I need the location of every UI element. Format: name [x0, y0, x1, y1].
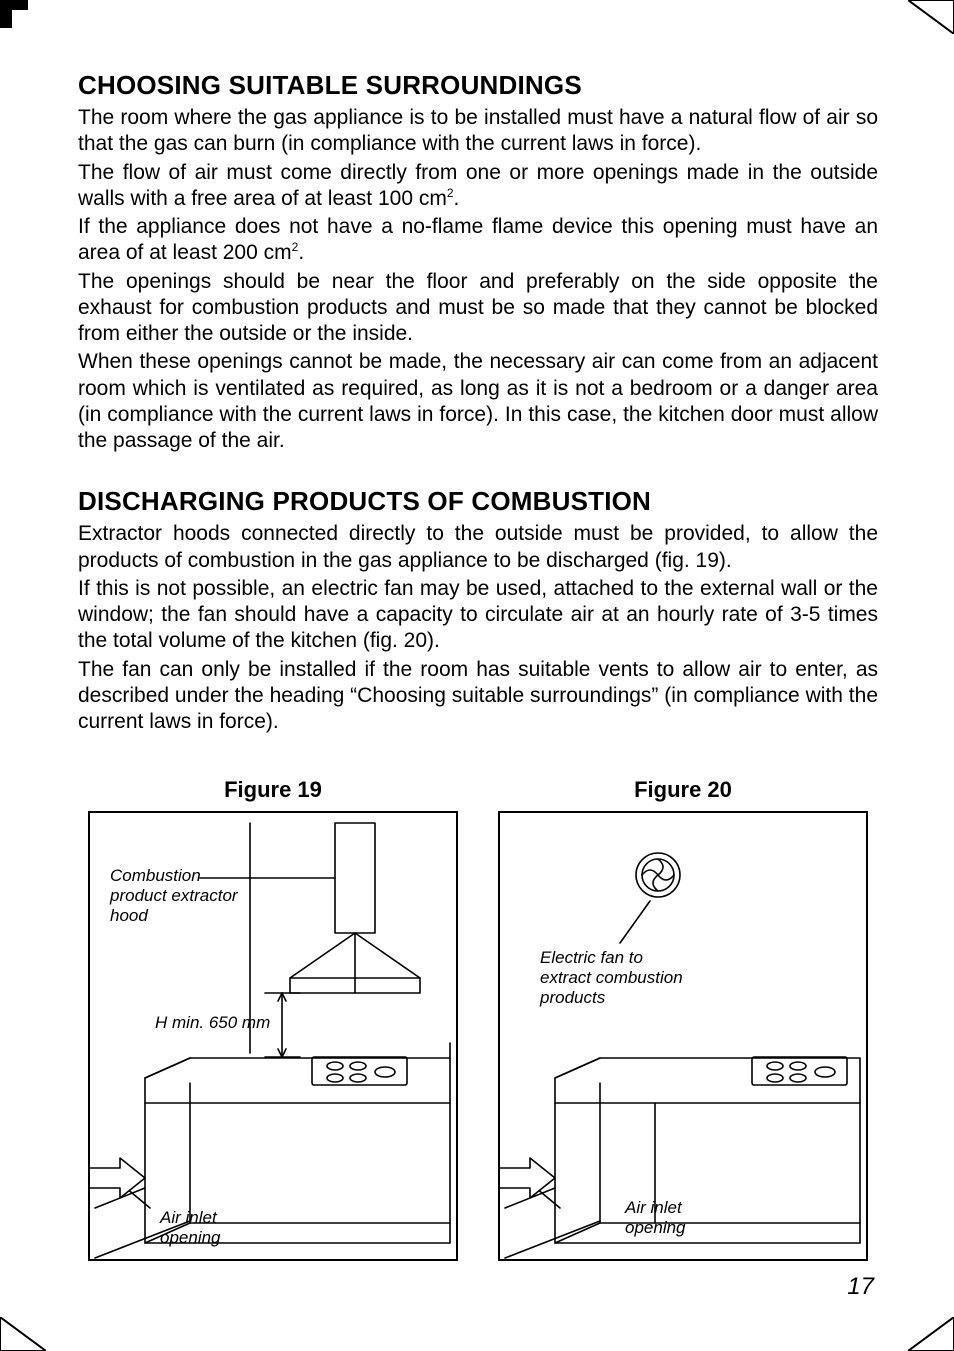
para-s1-4: The openings should be near the floor an… [78, 269, 878, 348]
para-s2-1: Extractor hoods connected directly to th… [78, 521, 878, 574]
para-s1-5: When these openings cannot be made, the … [78, 349, 878, 454]
heading-discharging: DISCHARGING PRODUCTS OF COMBUSTION [78, 486, 878, 517]
page-number: 17 [847, 1273, 874, 1301]
figure-19-svg: Combustion product extractor hood H min.… [90, 813, 460, 1263]
crop-mark-br [908, 1317, 954, 1351]
fig20-label-fan-l1: Electric fan to [540, 948, 643, 967]
para-s1-2a: The flow of air must come directly from … [78, 161, 878, 210]
fig19-label-hood-l2: product extractor [109, 886, 239, 905]
para-s2-3: The fan can only be installed if the roo… [78, 657, 878, 736]
figure-19-title: Figure 19 [78, 777, 468, 803]
para-s1-3: If the appliance does not have a no-flam… [78, 214, 878, 267]
figure-20-box: Electric fan to extract combustion produ… [498, 811, 868, 1261]
fig19-label-inlet-l1: Air inlet [159, 1208, 218, 1227]
fig20-label-inlet-l1: Air inlet [624, 1198, 683, 1217]
crop-mark-tr [908, 0, 954, 34]
crop-mark-tl [0, 0, 40, 30]
para-s1-2: The flow of air must come directly from … [78, 160, 878, 213]
figure-row: Figure 19 [78, 777, 878, 1261]
fig19-label-hood-l3: hood [110, 906, 148, 925]
fig20-label-inlet-l2: opening [625, 1218, 686, 1237]
figure-19: Figure 19 [78, 777, 468, 1261]
figure-19-box: Combustion product extractor hood H min.… [88, 811, 458, 1261]
page-content: CHOOSING SUITABLE SURROUNDINGS The room … [78, 70, 878, 1261]
fig19-label-hood-l1: Combustion [110, 866, 201, 885]
fig20-label-fan-l3: products [539, 988, 606, 1007]
fig20-label-fan-l2: extract combustion [540, 968, 683, 987]
fig19-label-inlet-l2: opening [160, 1228, 221, 1247]
crop-mark-bl [0, 1317, 46, 1351]
para-s1-1: The room where the gas appliance is to b… [78, 105, 878, 158]
para-s1-3a: If the appliance does not have a no-flam… [78, 215, 878, 264]
para-s1-2b: . [454, 187, 460, 210]
figure-20-title: Figure 20 [488, 777, 878, 803]
para-s2-2: If this is not possible, an electric fan… [78, 576, 878, 655]
fig19-label-h: H min. 650 mm [155, 1013, 270, 1032]
figure-20-svg: Electric fan to extract combustion produ… [500, 813, 870, 1263]
heading-choosing: CHOOSING SUITABLE SURROUNDINGS [78, 70, 878, 101]
figure-20: Figure 20 [488, 777, 878, 1261]
para-s1-3b: . [298, 241, 304, 264]
